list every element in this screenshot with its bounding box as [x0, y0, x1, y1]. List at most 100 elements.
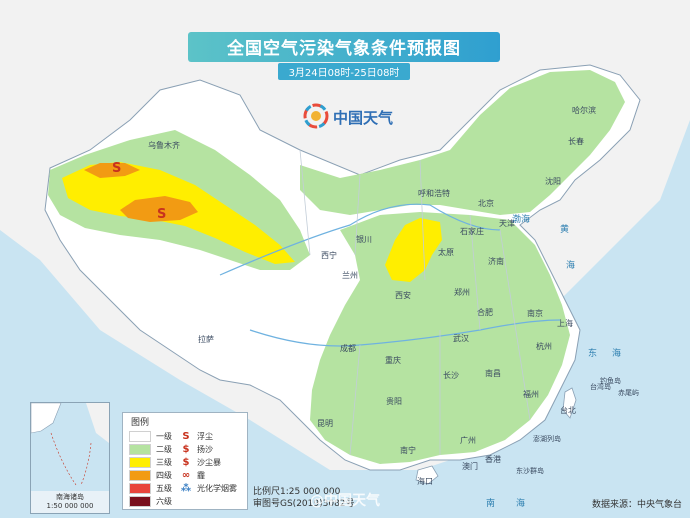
legend-symbol-row: ⁂ 光化学烟雾 [179, 482, 237, 494]
city-label: 广州 [460, 436, 476, 445]
haze-icon: ∞ [181, 469, 191, 481]
city-label: 香港 [485, 455, 501, 464]
legend-symbol-row: ∞ 霾 [179, 469, 205, 481]
city-label: 石家庄 [460, 227, 484, 236]
city-label: 长春 [568, 137, 584, 146]
hainan-island [415, 465, 439, 485]
scale-text: 比例尺1:25 000 000 [253, 487, 341, 497]
logo-text: 中国天气 [333, 109, 394, 127]
legend-symbol-label: 霾 [197, 470, 205, 480]
data-source: 数据来源：中央气象台 [592, 500, 683, 510]
sea-label: 台湾岛 [590, 383, 611, 391]
legend-level-row: 五级 [129, 482, 172, 494]
legend-symbol-label: 光化学烟雾 [197, 483, 237, 493]
sea-label: 赤尾屿 [618, 389, 639, 397]
legend-swatch [129, 443, 151, 455]
city-label: 北京 [478, 199, 494, 208]
watermark: @中国天气 [310, 493, 380, 509]
legend-symbol-row: S 浮尘 [179, 430, 213, 442]
city-label: 武汉 [453, 334, 469, 343]
legend-symbol-label: 浮尘 [197, 431, 213, 441]
photochemical-smog-icon: ⁂ [180, 482, 192, 494]
sea-label: 澎湖列岛 [533, 435, 561, 443]
sandstorm-icon: $ [182, 456, 190, 468]
city-label: 太原 [438, 248, 454, 257]
legend-symbol-row: $ 扬沙 [179, 443, 213, 455]
logo-icon [303, 103, 329, 129]
sea-label: 渤海 [512, 215, 531, 225]
china-weather-logo: 中国天气 [303, 103, 413, 129]
city-label: 成都 [340, 344, 356, 353]
city-label: 杭州 [536, 342, 552, 351]
city-label: 西安 [395, 291, 411, 300]
legend-swatch [129, 495, 151, 507]
province-borders [299, 149, 531, 456]
legend-level-row: 三级 [129, 456, 172, 468]
legend-level-label: 三级 [156, 457, 172, 467]
level2-north-east [300, 70, 625, 215]
level4-north-xinjiang [84, 163, 140, 178]
legend-symbol-label: 扬沙 [197, 444, 213, 454]
city-label: 银川 [356, 235, 372, 244]
legend-level-row: 四级 [129, 469, 172, 481]
sea-label: 南 [486, 499, 496, 509]
time-range: 3月24日08时-25日08时 [288, 68, 400, 79]
legend-title: 图例 [131, 418, 150, 428]
city-label: 南宁 [400, 446, 416, 455]
floating-dust-icon: S [157, 207, 166, 222]
approval-text: 审图号GS(2019)3082号 [253, 499, 355, 509]
legend-level-label: 四级 [156, 470, 172, 480]
legend-level-row: 一级 [129, 430, 172, 442]
yellow-river [219, 203, 501, 276]
sea-label: 海 [612, 349, 622, 359]
sea-label: 海 [566, 261, 576, 271]
sea-label: 东沙群岛 [516, 467, 544, 475]
taiwan-island [562, 387, 577, 419]
city-label: 乌鲁木齐 [148, 141, 180, 150]
subtitle-bar [278, 63, 410, 80]
legend: 图例 一级 二级 三级 四级 五级 六级 S 浮尘 $ 扬沙 $ 沙尘暴 ∞ 霾 ⁂ 光化学烟雾 [122, 412, 248, 510]
sea-label: 钓鱼岛 [600, 377, 621, 385]
city-label: 澳门 [462, 462, 478, 471]
city-label: 福州 [523, 390, 539, 399]
city-label: 南京 [527, 309, 543, 318]
city-label: 台北 [560, 406, 576, 415]
legend-symbol-row: $ 沙尘暴 [179, 456, 221, 468]
city-label: 拉萨 [198, 335, 214, 344]
sea-label: 黄 [560, 225, 570, 235]
city-label: 沈阳 [545, 177, 561, 186]
city-label: 兰州 [342, 271, 358, 280]
city-label: 南昌 [485, 369, 501, 378]
city-label: 郑州 [454, 288, 470, 297]
sea-label: 海 [516, 499, 526, 509]
legend-level-label: 六级 [156, 496, 172, 506]
legend-level-label: 一级 [156, 431, 172, 441]
legend-level-row: 二级 [129, 443, 172, 455]
floating-dust-icon: S [112, 161, 121, 176]
city-label: 天津 [499, 219, 515, 228]
city-label: 济南 [488, 257, 504, 266]
city-label: 长沙 [443, 371, 459, 380]
legend-level-label: 五级 [156, 483, 172, 493]
city-label: 昆明 [317, 419, 333, 428]
legend-level-row: 六级 [129, 495, 172, 507]
yangtze-river [249, 319, 561, 347]
title-banner: 全国空气污染气象条件预报图 3月24日08时-25日08时 [188, 32, 500, 80]
city-label: 上海 [557, 319, 573, 328]
city-label: 西宁 [321, 251, 337, 260]
city-label: 重庆 [385, 356, 401, 365]
city-label: 贵阳 [386, 397, 402, 406]
blowing-sand-icon: $ [182, 443, 190, 455]
city-label: 合肥 [477, 308, 493, 317]
legend-symbol-label: 沙尘暴 [197, 457, 221, 467]
legend-swatch [129, 482, 151, 494]
map-title: 全国空气污染气象条件预报图 [227, 39, 461, 59]
level4-tarim [120, 196, 198, 222]
level3-shanxi [385, 218, 442, 282]
sea-label: 东 [588, 349, 598, 359]
legend-swatch [129, 469, 151, 481]
city-label: 海口 [417, 477, 433, 486]
legend-swatch [129, 430, 151, 442]
